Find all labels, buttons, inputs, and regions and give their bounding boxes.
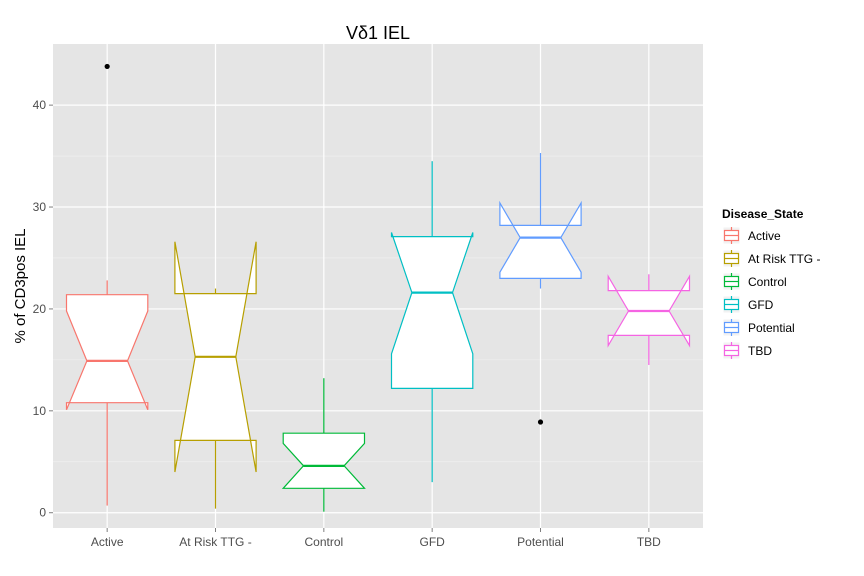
legend-label: Control: [748, 275, 787, 289]
legend: Disease_State Active At Risk TTG - Control…: [722, 207, 820, 360]
box-potential: [499, 153, 582, 425]
legend-label: Active: [748, 229, 781, 243]
legend-item: TBD: [722, 341, 772, 360]
y-tick-label: 10: [33, 404, 47, 418]
box-at-risk-ttg: [174, 241, 257, 509]
notched-box: [499, 200, 582, 279]
legend-label: GFD: [748, 298, 774, 312]
legend-item: At Risk TTG -: [722, 249, 820, 268]
notched-box: [65, 294, 149, 411]
legend-label: TBD: [748, 344, 772, 358]
x-axis: Active At Risk TTG - Control GFD Potential TB…: [91, 528, 661, 549]
y-axis: 0 10 20 30 40: [33, 98, 53, 520]
legend-title: Disease_State: [722, 207, 804, 221]
legend-item: GFD: [722, 295, 774, 314]
chart-title: Vδ1 IEL: [346, 23, 410, 43]
legend-item: Active: [722, 226, 781, 245]
x-tick-label: Active: [91, 535, 124, 549]
y-tick-label: 30: [33, 200, 47, 214]
box-tbd: [607, 274, 691, 365]
plot-panel: [53, 44, 703, 528]
x-tick-label: TBD: [637, 535, 661, 549]
legend-label: At Risk TTG -: [748, 252, 820, 266]
x-tick-label: Control: [304, 535, 343, 549]
legend-item: Control: [722, 272, 787, 291]
y-axis-title: % of CD3pos IEL: [12, 228, 29, 343]
outlier-point: [104, 63, 110, 70]
box-control: [281, 378, 366, 512]
legend-label: Potential: [748, 321, 795, 335]
notched-box: [390, 232, 474, 389]
x-tick-label: At Risk TTG -: [179, 535, 251, 549]
y-tick-label: 0: [39, 506, 46, 520]
x-tick-label: GFD: [419, 535, 445, 549]
boxes: [65, 63, 691, 512]
legend-item: Potential: [722, 318, 795, 337]
box-gfd: [390, 161, 474, 483]
notched-box: [281, 432, 366, 489]
y-tick-label: 40: [33, 98, 47, 112]
box-active: [65, 63, 149, 506]
outlier-point: [537, 419, 544, 425]
y-tick-label: 20: [33, 302, 47, 316]
x-tick-label: Potential: [517, 535, 564, 549]
